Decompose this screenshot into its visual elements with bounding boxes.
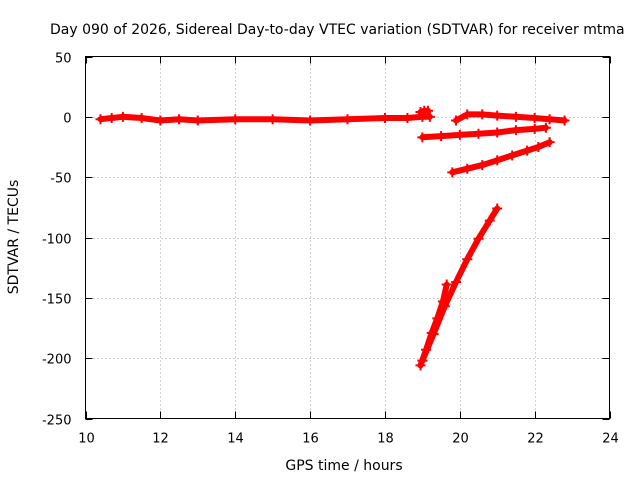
data-point [473,128,484,139]
data-point [437,296,448,307]
x-tick-label: 22 [527,432,544,447]
data-point [432,313,443,324]
data-point [529,113,540,124]
data-point [426,327,437,338]
data-point [95,114,106,125]
data-point [379,113,390,124]
y-tick-label: -200 [42,353,72,368]
data-point [484,215,495,226]
x-tick-label: 10 [78,432,95,447]
x-tick-label: 24 [602,432,619,447]
data-point [540,122,551,133]
data-point [447,167,458,178]
data-point [402,113,413,124]
data-point [492,127,503,138]
data-point [174,114,185,125]
data-point [462,109,473,120]
chart-title: Day 090 of 2026, Sidereal Day-to-day VTE… [50,22,625,38]
data-point [492,110,503,121]
data-point [230,114,241,125]
data-points [95,105,570,371]
data-point [477,160,488,171]
data-point [441,279,452,290]
data-point [462,163,473,174]
data-point [436,131,447,142]
data-point [342,114,353,125]
data-point [492,203,503,214]
x-tick-label: 18 [377,432,394,447]
y-axis-label: SDTVAR / TECUs [6,180,22,295]
data-point [117,111,128,122]
data-point [267,114,278,125]
data-point [424,111,435,122]
data-point [559,115,570,126]
data-point [305,115,316,126]
y-tick-label: 50 [55,52,72,67]
y-tick-label: -100 [42,233,72,248]
y-tick-label: -50 [50,172,71,187]
data-point [454,129,465,140]
data-point [510,125,521,136]
data-point [522,145,533,156]
data-point [492,155,503,166]
grid [85,56,610,419]
data-point [421,344,432,355]
data-point [106,113,117,124]
data-point [510,111,521,122]
data-point [462,254,473,265]
x-tick-label: 12 [152,432,169,447]
y-tick-label: -150 [42,293,72,308]
data-point [477,109,488,120]
data-point [473,233,484,244]
data-point [507,150,518,161]
x-axis-label: GPS time / hours [285,458,402,474]
x-tick-label: 20 [452,432,469,447]
data-point [544,114,555,125]
y-tick-label: 0 [63,112,71,127]
data-point [192,115,203,126]
data-point [422,105,433,116]
data-point [451,277,462,288]
x-tick-label: 14 [227,432,244,447]
data-point [544,137,555,148]
data-point [136,113,147,124]
data-point [415,360,426,371]
data-point [529,123,540,134]
data-point [533,142,544,152]
data-point [451,115,462,126]
plot-frame [85,56,610,419]
y-tick-label: -250 [42,414,72,429]
data-point [155,115,166,126]
x-tick-label: 16 [302,432,319,447]
axis-ticks: 10 12 14 16 18 20 22 24 50 0 -50 -100 -150 -200 -250 [42,52,619,447]
data-point [417,132,428,143]
